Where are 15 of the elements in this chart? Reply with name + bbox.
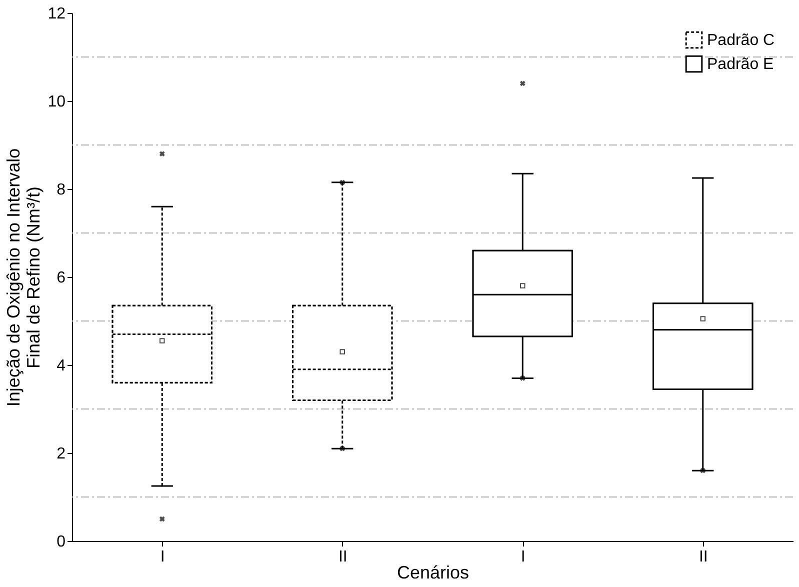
y-tick-label: 12 — [48, 6, 66, 22]
legend-label: Padrão C — [707, 32, 775, 49]
y-tick-label: 8 — [56, 182, 66, 198]
y-tick-label: 6 — [56, 270, 66, 286]
y-axis-title: Injeção de Oxigênio no Intervalo Final de Refino (Nm³/t) — [4, 148, 44, 407]
x-tick-label: I — [520, 548, 526, 566]
y-tick-label: 4 — [56, 358, 66, 374]
x-tick-label: II — [338, 548, 348, 566]
legend-label: Padrão E — [707, 56, 774, 73]
y-tick-label: 10 — [48, 94, 66, 110]
x-tick-label: II — [698, 548, 708, 566]
x-axis-title: Cenários — [396, 562, 470, 582]
y-tick-label: 0 — [56, 534, 66, 550]
y-tick-label: 2 — [56, 446, 66, 462]
x-tick-label: I — [160, 548, 165, 566]
